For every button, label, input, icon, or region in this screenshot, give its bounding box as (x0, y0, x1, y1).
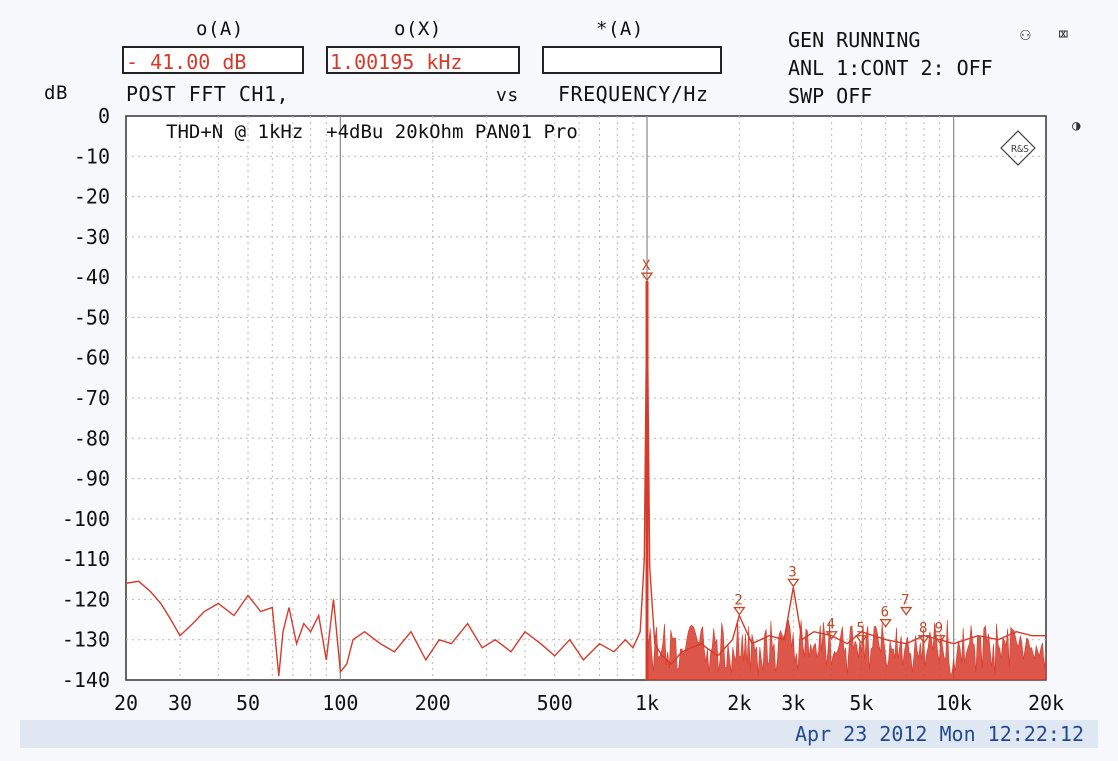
marker-label: 3 (788, 564, 796, 580)
x-tick-label: 200 (415, 691, 451, 715)
noise-floor-area (646, 619, 1047, 681)
x-tick-label: 3k (781, 691, 805, 715)
marker-triangle (933, 635, 946, 644)
chart-title: THD+N @ 1kHz +4dBu 20kOhm PAN01 Pro (166, 121, 578, 143)
series-group (125, 281, 1047, 681)
grid-icon[interactable]: ⌧ (1058, 24, 1069, 45)
marker-label: 6 (881, 605, 889, 621)
col-a-label: o(A) (196, 18, 244, 40)
y-tick-label: -50 (74, 305, 110, 329)
plot-area (125, 115, 1047, 681)
y-tick-label: -10 (74, 144, 110, 168)
col-star-label: *(A) (596, 18, 644, 40)
y-tick-label: -80 (74, 426, 110, 450)
value-star-field[interactable] (542, 46, 722, 74)
value-a-field[interactable]: - 41.00 dB (122, 46, 304, 74)
marker-label: X (642, 258, 651, 274)
marker-triangle (640, 272, 654, 282)
y-tick-label: -120 (62, 587, 110, 611)
x-tick-label: 500 (537, 691, 573, 715)
y-tick-label: -70 (74, 386, 110, 410)
marker-triangle (733, 606, 746, 616)
trace-indicator-icon: ◑ (1072, 118, 1081, 134)
x-tick-label: 20k (1028, 691, 1064, 715)
trace-label: POST FFT CH1, (126, 82, 290, 106)
y-tick-label: -110 (62, 547, 110, 571)
marker-triangle (825, 631, 838, 640)
y-unit-label: dB (44, 82, 68, 104)
gen-status: GEN RUNNING (788, 28, 921, 52)
marker-label: 2 (734, 593, 742, 609)
frequency-label: FREQUENCY/Hz (558, 82, 709, 106)
marker-triangle (917, 635, 931, 644)
x-tick-label: 30 (168, 691, 192, 715)
y-tick-label: -130 (62, 628, 110, 652)
x-tick-label: 5k (849, 691, 873, 715)
marker-label: 8 (919, 621, 927, 637)
y-tick-label: -30 (74, 225, 110, 249)
harmonic-markers: X 2 3 4 5 678 9 (640, 258, 946, 644)
marker-label: 4 (827, 617, 835, 633)
marker-label: 5 (856, 621, 864, 637)
marker-triangle (899, 606, 913, 616)
x-tick-label: 100 (322, 691, 358, 715)
marker-label: 9 (935, 621, 943, 637)
vs-label: vs (496, 85, 519, 106)
x-tick-label: 50 (236, 691, 260, 715)
marker-triangle (787, 578, 800, 588)
y-tick-labels: 0 -10 -20 -30 -40 -50 -60 -70 -80 -90 -100 -110 -120… (62, 104, 110, 692)
printer-icon[interactable]: ⚇ (1020, 24, 1031, 45)
x-tick-label: 2k (727, 691, 751, 715)
svg-text:R&S: R&S (1011, 144, 1029, 155)
y-tick-label: -20 (74, 185, 110, 209)
value-x-field[interactable]: 1.00195 kHz (326, 46, 520, 74)
y-tick-label: -40 (74, 265, 110, 289)
x-tick-label: 10k (936, 691, 972, 715)
col-x-label: o(X) (394, 18, 442, 40)
y-tick-label: -60 (74, 346, 110, 370)
y-tick-label: -90 (74, 467, 110, 491)
marker-triangle (879, 618, 892, 628)
y-tick-label: -100 (62, 507, 110, 531)
x-tick-label: 20 (114, 691, 138, 715)
timestamp: Apr 23 2012 Mon 12:22:12 (795, 722, 1084, 746)
anl-status: ANL 1:CONT 2: OFF (788, 56, 993, 80)
date-bar (20, 720, 1098, 748)
marker-triangle (855, 635, 868, 644)
y-tick-label: -140 (62, 668, 110, 692)
x-tick-label: 1k (635, 691, 659, 715)
sweep-status: SWP OFF (788, 84, 873, 108)
x-tick-labels: 20 30 50 100 200 500 1k 2k 3k 5k 10k 20k (114, 691, 1064, 715)
marker-label: 7 (901, 593, 909, 609)
brand-logo: R&S (1000, 130, 1036, 166)
y-tick-label: 0 (98, 104, 110, 128)
